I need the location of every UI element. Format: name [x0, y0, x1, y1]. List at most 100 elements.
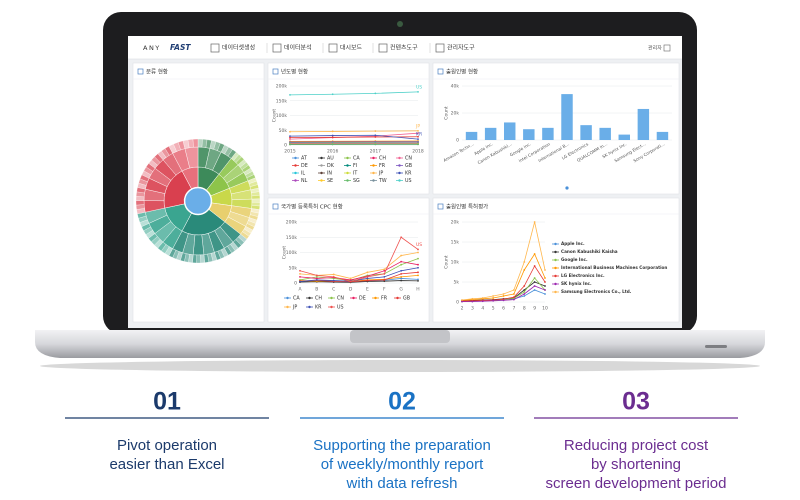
point	[417, 129, 419, 132]
legend-label[interactable]: CN	[337, 296, 344, 302]
legend-label[interactable]: CA	[353, 156, 360, 162]
point	[417, 251, 419, 254]
legend-label[interactable]: CN	[405, 156, 412, 162]
legend-label[interactable]: CA	[293, 296, 300, 302]
nav-icon[interactable]	[378, 43, 388, 53]
point	[533, 277, 536, 279]
legend-label[interactable]: CH	[379, 156, 386, 162]
nav-item[interactable]: 데이터셋생성	[222, 44, 255, 52]
y-tick-label: 50k	[279, 128, 288, 134]
legend-label[interactable]: AT	[301, 156, 307, 162]
legend-label[interactable]: IL	[301, 171, 305, 177]
legend-label[interactable]: FR	[379, 163, 386, 169]
legend-label[interactable]: KR	[315, 305, 322, 311]
legend-dot	[398, 171, 401, 175]
legend-label[interactable]: SE	[327, 178, 333, 184]
panel-icon	[437, 203, 444, 210]
legend-label[interactable]: US	[405, 178, 412, 184]
panel-icon	[272, 203, 279, 210]
series-line	[299, 280, 419, 283]
x-tick-label: 2016	[327, 149, 339, 155]
y-tick-label: 20k	[451, 111, 460, 117]
point	[331, 130, 334, 133]
point	[523, 295, 526, 297]
x-tick-label: 2015	[284, 149, 296, 155]
point	[366, 271, 369, 274]
legend-label[interactable]: CH	[315, 296, 322, 302]
sunburst-segment	[197, 138, 203, 148]
nav-item[interactable]: 관리자도구	[447, 44, 475, 52]
legend-dot	[294, 156, 297, 160]
legend-label[interactable]: International Business Machines Corporat…	[561, 265, 667, 270]
nav-user[interactable]: 관리자	[648, 45, 662, 52]
nav-icon[interactable]	[272, 43, 282, 53]
series-line	[299, 236, 419, 282]
point	[481, 300, 484, 303]
point	[374, 130, 377, 133]
panel-title: 출원인별 현황	[446, 68, 478, 76]
bar	[599, 127, 611, 140]
point	[400, 272, 403, 275]
y-tick-label: 100k	[276, 113, 288, 119]
legend-label[interactable]: DE	[359, 296, 366, 302]
nav-item[interactable]: 데이터분석	[284, 44, 312, 52]
nav-icon[interactable]	[435, 43, 445, 53]
legend-label[interactable]: JP	[292, 305, 297, 311]
point	[512, 289, 515, 291]
point	[383, 268, 386, 271]
legend-label[interactable]: IT	[353, 171, 357, 177]
x-tick-label: B	[315, 287, 318, 293]
point	[299, 272, 301, 275]
legend-label[interactable]: Apple Inc.	[561, 241, 585, 246]
bar	[542, 127, 554, 140]
legend-label[interactable]: DK	[327, 163, 335, 169]
legend-dot	[398, 164, 401, 167]
x-tick-label: 3	[471, 306, 474, 312]
point	[374, 136, 377, 138]
point	[383, 269, 386, 272]
laptop-notch	[350, 330, 450, 343]
nav-item[interactable]: 컨텐츠도구	[390, 44, 418, 52]
legend-label[interactable]: FI	[353, 163, 357, 169]
series-line	[299, 261, 419, 281]
legend-label[interactable]: US	[337, 305, 344, 311]
bar	[637, 108, 650, 140]
point	[417, 266, 419, 269]
point	[331, 134, 334, 137]
legend-label[interactable]: GB	[405, 163, 412, 169]
legend-label[interactable]: DE	[301, 163, 308, 169]
legend-label[interactable]: FR	[381, 296, 388, 302]
point	[400, 263, 403, 266]
legend-label[interactable]: AU	[327, 156, 334, 162]
point	[533, 265, 536, 267]
legend-label[interactable]: GB	[403, 296, 410, 302]
legend-label[interactable]: IN	[327, 171, 332, 177]
legend-label[interactable]: TW	[378, 178, 387, 184]
legend-dot	[554, 282, 557, 286]
point	[523, 293, 526, 295]
nav-item[interactable]: 대시보드	[340, 44, 363, 52]
logo-any: ANY	[143, 44, 161, 52]
legend-label[interactable]: JP	[378, 171, 383, 177]
legend-label[interactable]: Canon Kabushiki Kaisha	[561, 249, 618, 254]
legend-dot	[330, 305, 333, 309]
legend-label[interactable]: SG	[353, 178, 360, 184]
legend-label[interactable]: NL	[301, 178, 308, 184]
point	[417, 248, 419, 251]
legend-label[interactable]: KR	[405, 171, 412, 177]
point	[366, 277, 369, 280]
point	[332, 279, 335, 282]
legend-label[interactable]: Google Inc.	[561, 257, 588, 262]
legend-label[interactable]: SK hynix Inc.	[561, 281, 592, 286]
pager-dot[interactable]	[565, 186, 569, 190]
bar	[656, 131, 669, 140]
panel-title: 분류 현황	[146, 68, 168, 76]
legend-label[interactable]: Samsung Electronics Co., Ltd.	[561, 289, 632, 294]
nav-icon[interactable]	[328, 43, 338, 53]
legend-label[interactable]: LG Electronics Inc.	[561, 273, 605, 278]
nav-icon[interactable]	[210, 43, 220, 53]
point	[374, 134, 377, 137]
logout-icon[interactable]	[663, 44, 671, 52]
point	[289, 138, 291, 141]
point	[400, 277, 403, 280]
